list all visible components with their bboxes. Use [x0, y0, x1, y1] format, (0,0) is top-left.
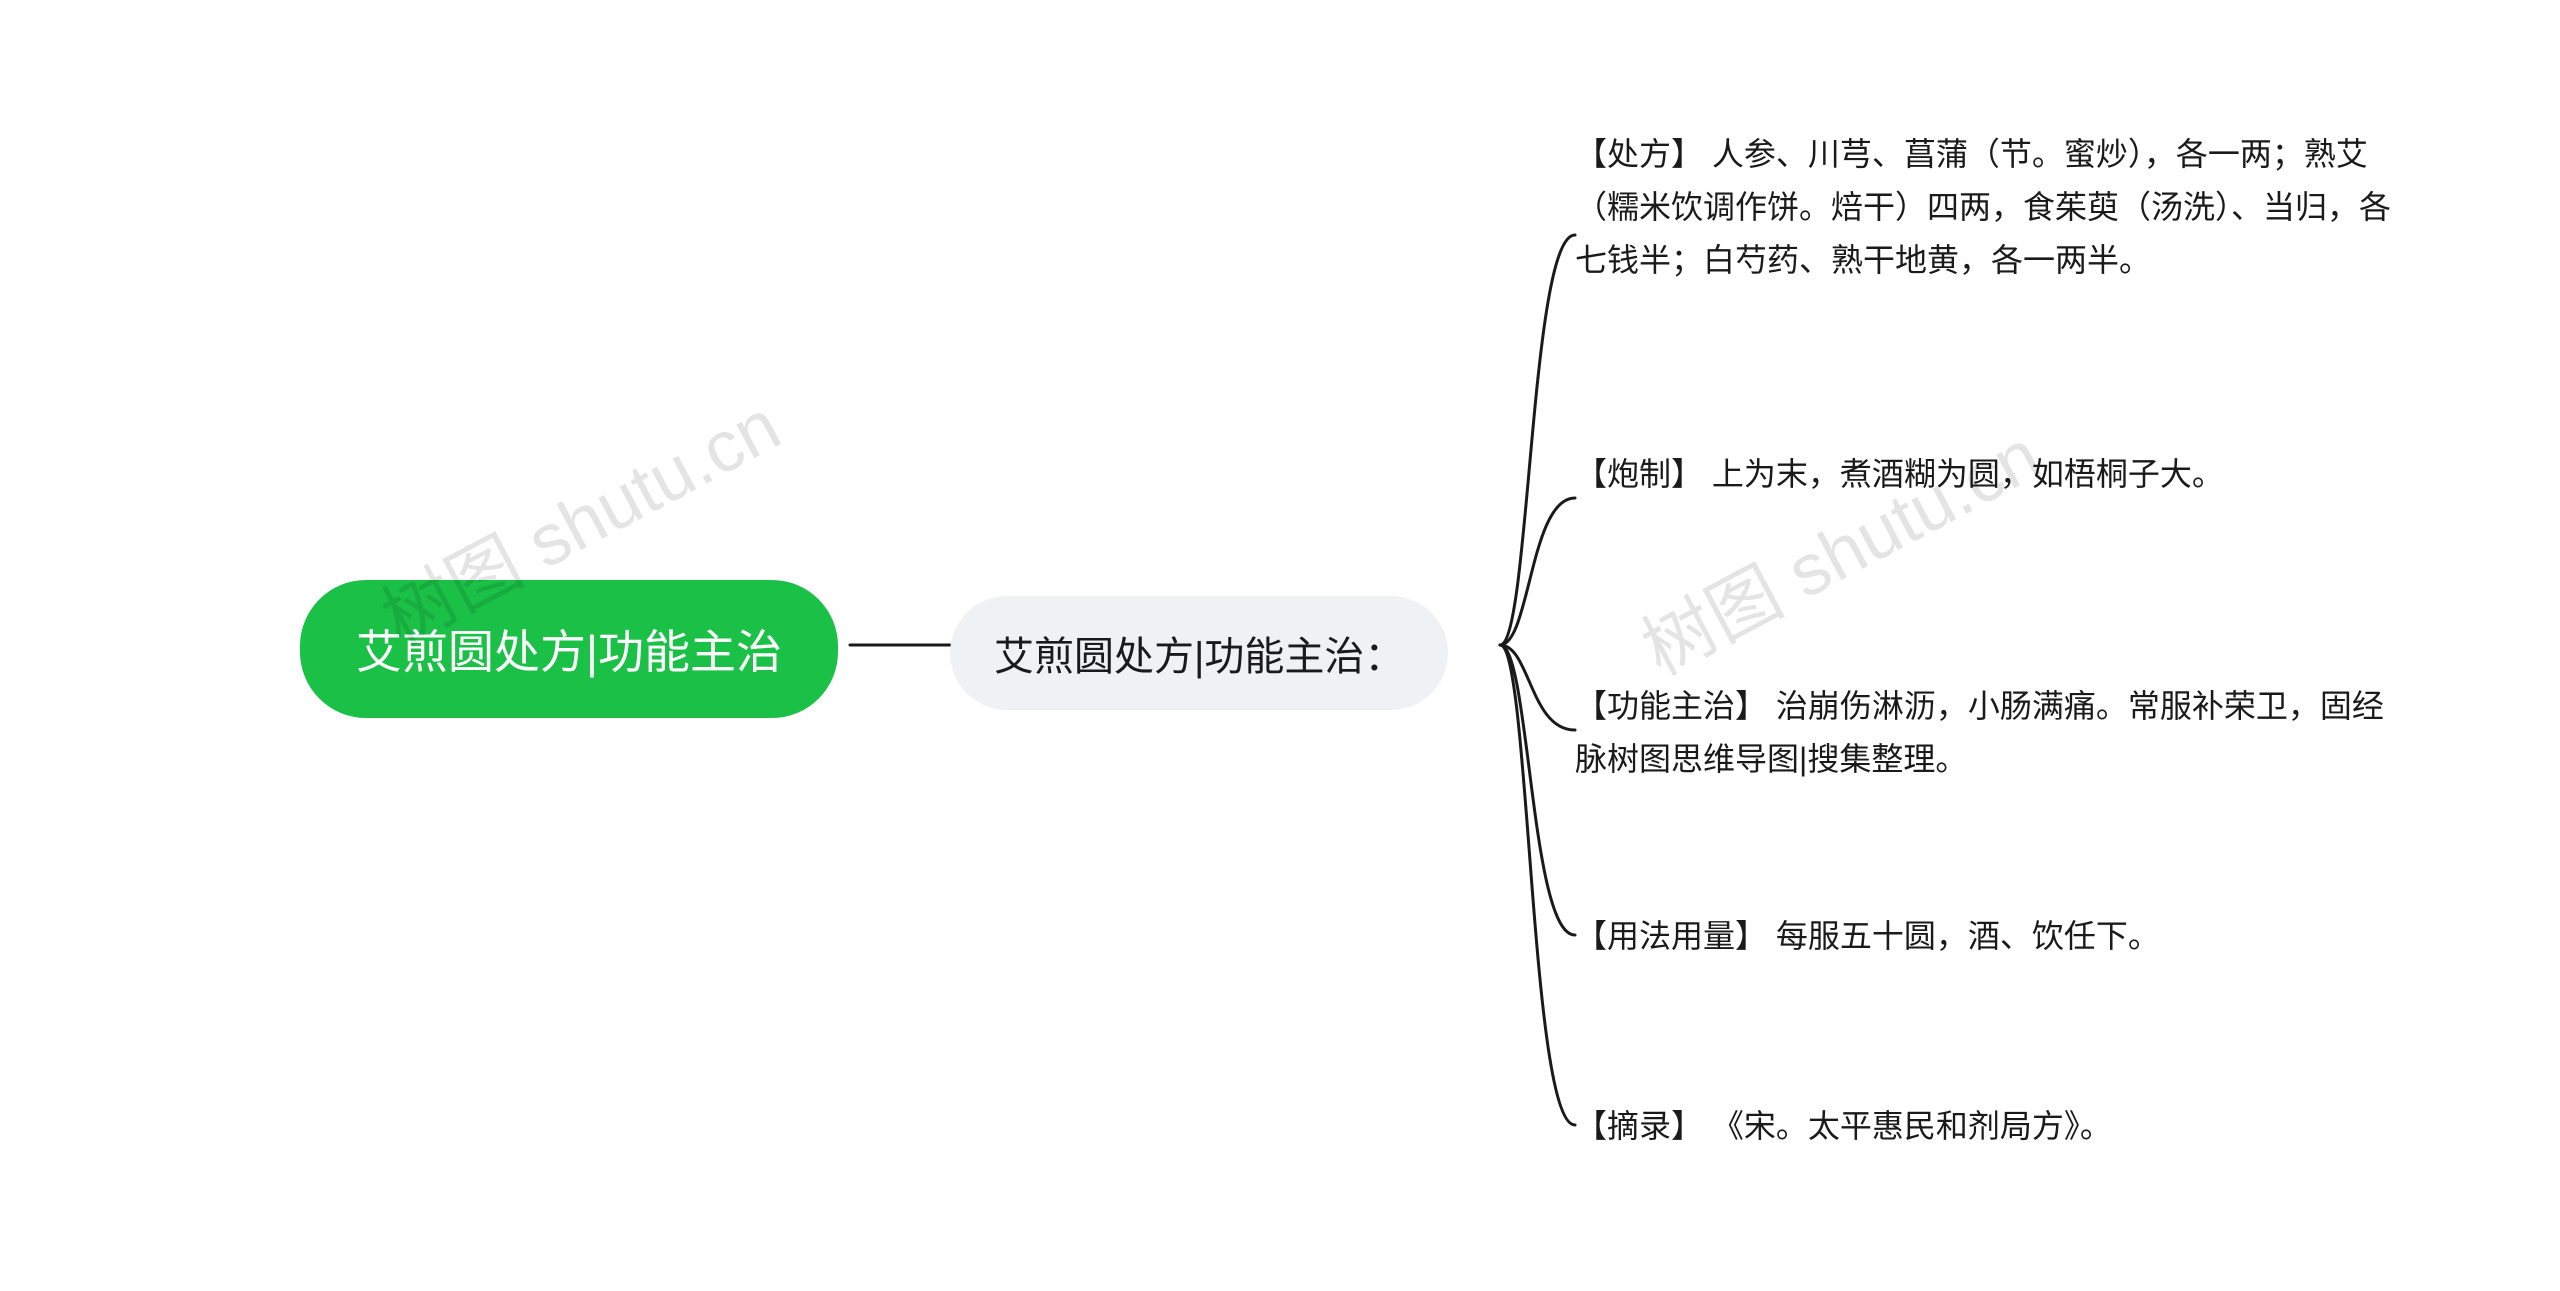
leaf-processing[interactable]: 【炮制】 上为末，煮酒糊为圆，如梧桐子大。	[1575, 448, 2395, 501]
leaf-prescription[interactable]: 【处方】 人参、川芎、菖蒲（节。蜜炒），各一两；熟艾（糯米饮调作饼。焙干）四两，…	[1575, 128, 2395, 286]
sub-node-text: 艾煎圆处方|功能主治：	[994, 635, 1404, 679]
leaf-function[interactable]: 【功能主治】 治崩伤淋沥，小肠满痛。常服补荣卫，固经脉树图思维导图|搜集整理。	[1575, 680, 2395, 786]
leaf-body: 每服五十圆，酒、饮任下。	[1767, 918, 2160, 954]
leaf-body: 上为末，煮酒糊为圆，如梧桐子大。	[1703, 456, 2224, 492]
root-node[interactable]: 艾煎圆处方|功能主治	[300, 580, 838, 718]
leaf-label: 【功能主治】	[1575, 688, 1767, 724]
leaf-usage[interactable]: 【用法用量】 每服五十圆，酒、饮任下。	[1575, 910, 2395, 963]
leaf-label: 【炮制】	[1575, 456, 1703, 492]
mindmap-canvas: 艾煎圆处方|功能主治 艾煎圆处方|功能主治： 【处方】 人参、川芎、菖蒲（节。蜜…	[0, 0, 2560, 1291]
leaf-source[interactable]: 【摘录】 《宋。太平惠民和剂局方》。	[1575, 1100, 2395, 1153]
root-node-text: 艾煎圆处方|功能主治	[356, 626, 782, 678]
sub-node[interactable]: 艾煎圆处方|功能主治：	[950, 596, 1448, 710]
leaf-body: 《宋。太平惠民和剂局方》。	[1703, 1108, 2112, 1144]
leaf-label: 【用法用量】	[1575, 918, 1767, 954]
watermark: 树图 shutu.cn	[1621, 398, 2055, 695]
leaf-label: 【摘录】	[1575, 1108, 1703, 1144]
leaf-label: 【处方】	[1575, 136, 1703, 172]
